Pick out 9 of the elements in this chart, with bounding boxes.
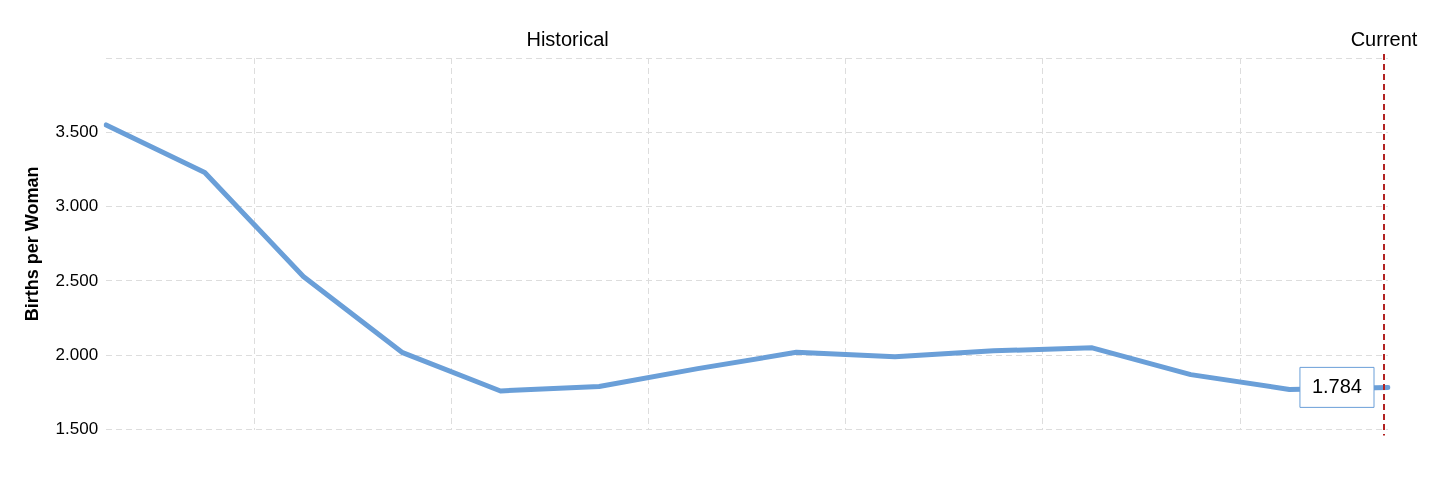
y-axis-title: Births per Woman xyxy=(21,166,42,322)
text: Current xyxy=(1350,27,1418,50)
y-tick-label: 1.500 xyxy=(55,419,99,439)
y-tick-label: 3.000 xyxy=(55,196,99,216)
y-tick-label: 2.000 xyxy=(55,344,99,364)
y-tick-label: 2.500 xyxy=(55,270,99,290)
y-tick-label: 3.500 xyxy=(55,122,99,142)
text: Historical xyxy=(526,27,609,50)
data-label: 1.784 xyxy=(1311,374,1363,397)
